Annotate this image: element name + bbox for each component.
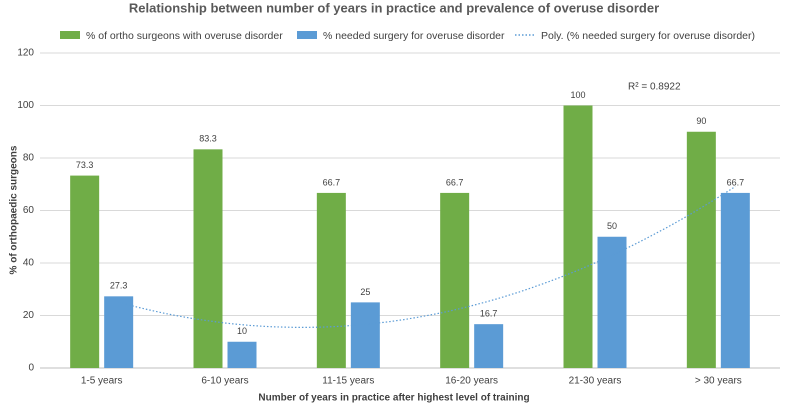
x-tick-label: 6-10 years — [201, 376, 248, 387]
chart-title: Relationship between number of years in … — [129, 0, 659, 15]
bar — [720, 192, 750, 368]
y-tick-label: 120 — [17, 48, 34, 59]
value-label: 66.7 — [727, 177, 745, 187]
bar — [316, 192, 346, 368]
value-label: 90 — [696, 116, 706, 126]
bar — [193, 149, 223, 368]
legend-swatch — [297, 31, 317, 39]
trendline — [118, 185, 736, 328]
value-label: 16.7 — [480, 309, 498, 319]
bar — [563, 105, 593, 368]
y-tick-label: 20 — [23, 310, 35, 321]
y-tick-label: 100 — [17, 100, 34, 111]
value-label: 73.3 — [76, 160, 94, 170]
value-label: 27.3 — [110, 281, 128, 291]
value-label: 66.7 — [446, 177, 464, 187]
x-tick-label: 11-15 years — [322, 376, 374, 387]
y-tick-label: 0 — [28, 363, 34, 374]
bar — [70, 175, 100, 368]
bar — [597, 236, 627, 368]
legend-label: Poly. (% needed surgery for overuse diso… — [541, 30, 755, 42]
value-label: 10 — [237, 326, 247, 336]
bar — [350, 302, 380, 368]
r2-label: R² = 0.8922 — [628, 82, 681, 93]
value-label: 66.7 — [323, 177, 341, 187]
x-tick-label: 1-5 years — [81, 376, 123, 387]
value-label: 25 — [360, 287, 370, 297]
x-tick-label: 21-30 years — [569, 376, 622, 387]
value-label: 100 — [570, 90, 585, 100]
bar — [104, 296, 134, 368]
y-axis-title: % of orthopaedic surgeons — [9, 145, 20, 274]
value-label: 50 — [607, 221, 617, 231]
bar — [440, 192, 470, 368]
legend-swatch — [60, 31, 80, 39]
bar — [474, 324, 504, 368]
y-tick-label: 40 — [23, 258, 35, 269]
value-label: 83.3 — [199, 134, 217, 144]
y-tick-label: 80 — [23, 153, 35, 164]
x-tick-label: 16-20 years — [445, 376, 498, 387]
x-tick-label: > 30 years — [695, 376, 742, 387]
y-tick-label: 60 — [23, 205, 35, 216]
bar — [227, 341, 257, 368]
x-axis-title: Number of years in practice after highes… — [258, 393, 529, 404]
legend-label: % needed surgery for overuse disorder — [323, 30, 505, 42]
legend-label: % of ortho surgeons with overuse disorde… — [86, 30, 283, 42]
bar — [686, 131, 716, 368]
